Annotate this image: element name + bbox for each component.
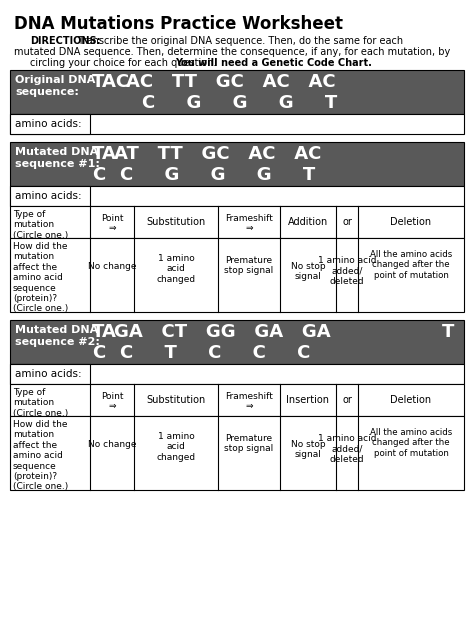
Text: Insertion: Insertion bbox=[286, 395, 329, 405]
Bar bbox=[10, 206, 464, 238]
Bar bbox=[10, 142, 464, 186]
Text: How did the
mutation
affect the
amino acid
sequence
(protein)?
(Circle one.): How did the mutation affect the amino ac… bbox=[13, 242, 68, 313]
Bar bbox=[10, 186, 464, 206]
Text: Addition: Addition bbox=[288, 217, 328, 227]
Bar bbox=[10, 416, 464, 490]
Text: or: or bbox=[342, 217, 352, 227]
Text: T: T bbox=[442, 323, 455, 341]
Text: No change: No change bbox=[88, 262, 136, 271]
Bar bbox=[10, 186, 90, 206]
Text: Mutated DNA
sequence #2:: Mutated DNA sequence #2: bbox=[15, 325, 100, 346]
Text: You will need a Genetic Code Chart.: You will need a Genetic Code Chart. bbox=[175, 58, 372, 68]
Text: TAC: TAC bbox=[92, 73, 130, 91]
Text: Deletion: Deletion bbox=[391, 217, 431, 227]
Text: Point
⇒: Point ⇒ bbox=[101, 392, 123, 411]
Text: amino acids:: amino acids: bbox=[15, 119, 82, 129]
Text: DIRECTIONS:: DIRECTIONS: bbox=[30, 36, 100, 46]
Text: Original DNA
sequence:: Original DNA sequence: bbox=[15, 75, 95, 97]
Text: No stop
signal: No stop signal bbox=[291, 262, 325, 281]
Bar bbox=[10, 238, 464, 312]
Text: Premature
stop signal: Premature stop signal bbox=[224, 256, 273, 276]
Text: Mutated DNA
sequence #1:: Mutated DNA sequence #1: bbox=[15, 147, 100, 169]
Text: Deletion: Deletion bbox=[391, 395, 431, 405]
Bar bbox=[10, 364, 90, 384]
Bar bbox=[10, 114, 90, 134]
Text: No stop
signal: No stop signal bbox=[291, 440, 325, 459]
Text: amino acids:: amino acids: bbox=[15, 369, 82, 379]
Text: Type of
mutation
(Circle one.): Type of mutation (Circle one.) bbox=[13, 210, 68, 240]
Text: AT   TT   GC   AC   AC: AT TT GC AC AC bbox=[114, 145, 321, 163]
Text: How did the
mutation
affect the
amino acid
sequence
(protein)?
(Circle one.): How did the mutation affect the amino ac… bbox=[13, 420, 68, 492]
Text: 1 amino
acid
changed: 1 amino acid changed bbox=[156, 432, 196, 462]
Bar bbox=[10, 384, 464, 416]
Text: Frameshift
⇒: Frameshift ⇒ bbox=[225, 392, 273, 411]
Text: 1 amino
acid
changed: 1 amino acid changed bbox=[156, 254, 196, 284]
Text: mutated DNA sequence. Then, determine the consequence, if any, for each mutation: mutated DNA sequence. Then, determine th… bbox=[14, 47, 450, 57]
Bar bbox=[10, 114, 464, 134]
Text: Substitution: Substitution bbox=[146, 395, 206, 405]
Text: amino acids:: amino acids: bbox=[15, 191, 82, 201]
Bar bbox=[10, 364, 464, 384]
Text: All the amino acids
changed after the
point of mutation: All the amino acids changed after the po… bbox=[370, 250, 452, 280]
Text: Transcribe the original DNA sequence. Then, do the same for each: Transcribe the original DNA sequence. Th… bbox=[75, 36, 403, 46]
Text: C     G     G     G     T: C G G G T bbox=[142, 94, 337, 112]
Text: Frameshift
⇒: Frameshift ⇒ bbox=[225, 214, 273, 233]
Text: C     T     C     C     C: C T C C C bbox=[120, 344, 310, 362]
Text: No change: No change bbox=[88, 440, 136, 449]
Text: DNA Mutations Practice Worksheet: DNA Mutations Practice Worksheet bbox=[14, 15, 343, 33]
Text: 1 amino acid
added/
deleted: 1 amino acid added/ deleted bbox=[318, 434, 376, 464]
Text: Type of
mutation
(Circle one.): Type of mutation (Circle one.) bbox=[13, 388, 68, 418]
Text: or: or bbox=[342, 395, 352, 405]
Text: AC   TT   GC   AC   AC: AC TT GC AC AC bbox=[126, 73, 336, 91]
Text: TA: TA bbox=[92, 323, 117, 341]
Text: All the amino acids
changed after the
point of mutation: All the amino acids changed after the po… bbox=[370, 428, 452, 458]
Text: Premature
stop signal: Premature stop signal bbox=[224, 434, 273, 453]
Text: TA: TA bbox=[92, 145, 117, 163]
Text: Point
⇒: Point ⇒ bbox=[101, 214, 123, 233]
Text: circling your choice for each question.: circling your choice for each question. bbox=[30, 58, 219, 68]
Text: 1 amino acid
added/
deleted: 1 amino acid added/ deleted bbox=[318, 256, 376, 286]
Bar bbox=[10, 70, 464, 114]
Text: C     G     G     G     T: C G G G T bbox=[120, 166, 315, 184]
Text: GA   CT   GG   GA   GA: GA CT GG GA GA bbox=[114, 323, 331, 341]
Text: Substitution: Substitution bbox=[146, 217, 206, 227]
Text: C: C bbox=[92, 166, 105, 184]
Bar bbox=[10, 320, 464, 364]
Text: C: C bbox=[92, 344, 105, 362]
